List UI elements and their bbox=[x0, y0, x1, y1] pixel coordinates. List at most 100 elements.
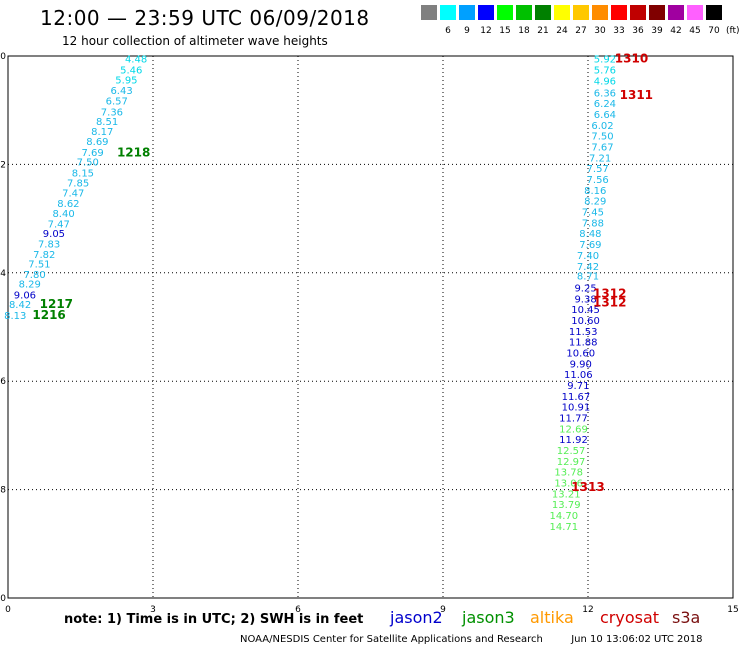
wave-height-value: 7.47 bbox=[62, 189, 84, 200]
axis-ticks: 0 3 6 9 12 15 -30 -32 -34 -36 -38 -40 bbox=[0, 52, 739, 615]
wave-height-value: 7.40 bbox=[577, 251, 599, 262]
wave-height-value: 7.82 bbox=[33, 250, 55, 261]
wave-height-value: 13.78 bbox=[554, 468, 583, 479]
track-number-label: 1218 bbox=[117, 145, 150, 159]
scale-label: 18 bbox=[518, 26, 530, 36]
scale-label: 70 bbox=[708, 26, 720, 36]
wave-height-value: 8.48 bbox=[579, 229, 601, 240]
track-number-label: 1311 bbox=[620, 88, 653, 102]
track-number-label: 1313 bbox=[571, 480, 604, 494]
scale-swatch bbox=[516, 5, 532, 20]
track-number-label: 1217 bbox=[40, 297, 73, 311]
scale-swatch bbox=[611, 5, 627, 20]
wave-height-value: 7.47 bbox=[48, 219, 70, 230]
wave-height-value: 7.21 bbox=[589, 153, 611, 164]
scale-label: 12 bbox=[480, 26, 492, 36]
satellite-name-s3a: s3a bbox=[672, 608, 701, 627]
scale-label: 45 bbox=[689, 26, 701, 36]
x-tick-label: 12 bbox=[582, 605, 593, 615]
footer-note: note: 1) Time is in UTC; 2) SWH is in fe… bbox=[64, 612, 364, 627]
wave-height-value: 4.96 bbox=[594, 76, 616, 87]
wave-height-value: 11.06 bbox=[564, 370, 593, 381]
wave-height-value: 7.42 bbox=[577, 262, 599, 273]
wave-height-value: 5.76 bbox=[594, 66, 616, 77]
wave-height-value: 14.71 bbox=[550, 522, 579, 533]
wave-height-value: 7.45 bbox=[582, 208, 604, 219]
y-tick-label: -36 bbox=[0, 377, 6, 387]
wave-height-value: 8.71 bbox=[577, 272, 599, 283]
map-frame bbox=[7, 55, 734, 599]
timestamp: Jun 10 13:06:02 UTC 2018 bbox=[571, 634, 703, 645]
y-tick-label: -32 bbox=[0, 160, 6, 170]
scale-swatch bbox=[440, 5, 456, 20]
scale-swatch bbox=[668, 5, 684, 20]
track-number-label: 1310 bbox=[615, 52, 648, 66]
wave-height-value: 8.51 bbox=[96, 117, 118, 128]
wave-height-value: 9.06 bbox=[14, 290, 36, 301]
wave-height-value: 10.45 bbox=[571, 305, 600, 316]
wave-height-value: 12.57 bbox=[557, 446, 586, 457]
wave-height-value: 11.53 bbox=[569, 327, 598, 338]
wave-height-value: 11.77 bbox=[559, 414, 588, 425]
wave-height-value: 8.62 bbox=[57, 199, 79, 210]
wave-height-value: 7.50 bbox=[77, 158, 99, 169]
scale-label: 27 bbox=[575, 26, 587, 36]
wave-height-value: 11.92 bbox=[559, 435, 588, 446]
page-subtitle: 12 hour collection of altimeter wave hei… bbox=[62, 34, 328, 48]
scale-swatch bbox=[649, 5, 665, 20]
wave-height-value: 4.48 bbox=[125, 55, 147, 66]
scale-label: 36 bbox=[632, 26, 644, 36]
wave-height-value: 9.90 bbox=[570, 359, 592, 370]
wave-height-value: 11.67 bbox=[562, 392, 591, 403]
wave-height-value: 7.67 bbox=[591, 143, 613, 154]
wave-height-value: 6.02 bbox=[591, 121, 613, 132]
scale-swatch bbox=[687, 5, 703, 20]
y-tick-label: -40 bbox=[0, 594, 6, 604]
wave-height-value: 5.92 bbox=[594, 55, 616, 66]
wave-height-value: 5.95 bbox=[115, 75, 137, 86]
track-number-label: 1312 bbox=[593, 286, 626, 300]
wave-height-value: 7.36 bbox=[101, 107, 123, 118]
wave-height-value: 12.69 bbox=[559, 424, 588, 435]
wave-height-value: 8.15 bbox=[72, 169, 94, 180]
satellite-name-jason3: jason3 bbox=[462, 608, 515, 627]
wave-height-value: 7.57 bbox=[587, 164, 609, 175]
credit-text: NOAA/NESDIS Center for Satellite Applica… bbox=[240, 634, 543, 645]
wave-height-value: 9.71 bbox=[567, 381, 589, 392]
wave-height-value: 6.43 bbox=[110, 86, 132, 97]
wave-height-value: 8.16 bbox=[584, 186, 606, 197]
track-number-label: 1312 bbox=[593, 296, 626, 310]
wave-height-value: 5.46 bbox=[120, 66, 142, 77]
wave-height-value: 8.29 bbox=[584, 197, 606, 208]
x-tick-label: 0 bbox=[5, 605, 11, 615]
observation-labels: 4.485.465.956.436.577.368.518.178.697.69… bbox=[4, 55, 616, 533]
x-tick-label: 3 bbox=[150, 605, 156, 615]
satellite-name-altika: altika bbox=[530, 608, 574, 627]
wave-height-value: 10.60 bbox=[571, 316, 600, 327]
wave-height-value: 7.69 bbox=[579, 240, 601, 251]
wave-height-value: 7.69 bbox=[81, 148, 103, 159]
scale-swatch bbox=[478, 5, 494, 20]
wave-height-value: 8.40 bbox=[52, 209, 74, 220]
page-title: 12:00 — 23:59 UTC 06/09/2018 bbox=[40, 6, 370, 30]
scale-swatch bbox=[592, 5, 608, 20]
wave-height-value: 7.85 bbox=[67, 178, 89, 189]
satellite-name-jason2: jason2 bbox=[390, 608, 443, 627]
track-number-label: 1216 bbox=[32, 308, 65, 322]
wave-height-value: 7.51 bbox=[28, 260, 50, 271]
x-tick-label: 6 bbox=[295, 605, 301, 615]
satellite-name-cryosat: cryosat bbox=[600, 608, 660, 627]
wave-height-value: 7.80 bbox=[23, 270, 45, 281]
scale-swatch bbox=[573, 5, 589, 20]
scale-label: 6 bbox=[445, 26, 451, 36]
wave-height-value: 14.70 bbox=[550, 511, 579, 522]
scale-label: 9 bbox=[464, 26, 470, 36]
wave-height-value: 9.25 bbox=[574, 283, 596, 294]
y-tick-label: -38 bbox=[0, 486, 6, 496]
scale-label: 42 bbox=[670, 26, 682, 36]
wave-height-value: 8.69 bbox=[86, 137, 108, 148]
scale-label: 30 bbox=[594, 26, 606, 36]
wave-height-value: 8.17 bbox=[91, 127, 113, 138]
